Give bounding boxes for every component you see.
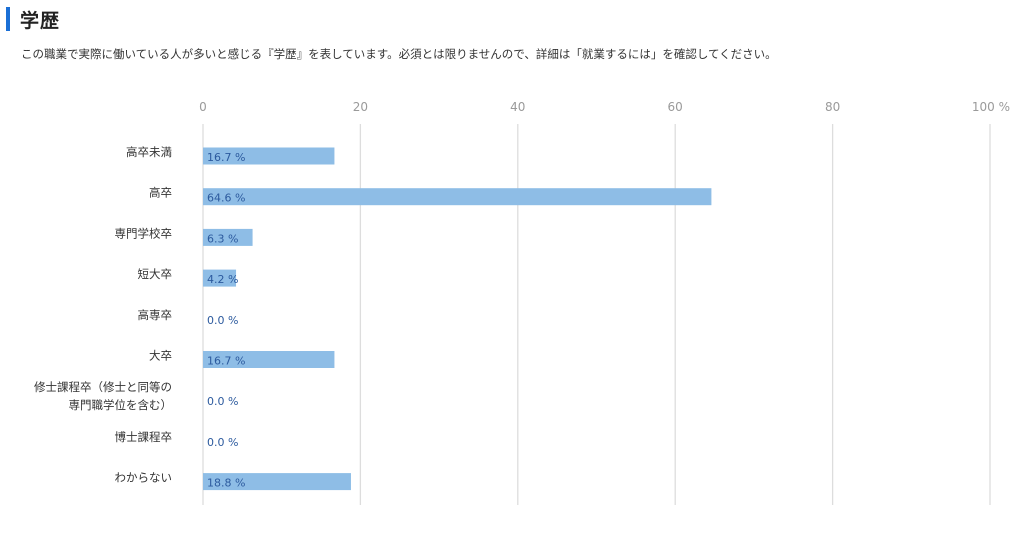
- data-label: 64.6 %: [207, 192, 245, 205]
- bar: [203, 351, 335, 368]
- category-label: 高卒: [149, 186, 172, 200]
- section-header: 学歴: [6, 6, 60, 32]
- data-label: 6.3 %: [207, 232, 238, 245]
- bar: [203, 269, 237, 287]
- data-label: 0.0 %: [207, 314, 238, 327]
- x-axis-ticks: 0 20 40 60 80 100 %: [199, 100, 1010, 114]
- data-label: 18.8 %: [207, 477, 245, 490]
- data-label: 16.7 %: [207, 151, 245, 164]
- bar: [203, 188, 712, 206]
- education-bar-chart: 0 20 40 60 80 100 % 高卒未満高卒専門学校卒短大卒高専卒大卒修士課程卒（…: [34, 100, 1010, 505]
- data-label: 0.0 %: [207, 395, 238, 408]
- category-label: 高専卒: [138, 308, 173, 322]
- section-title: 学歴: [20, 9, 61, 32]
- category-label: 高卒未満: [126, 145, 172, 159]
- category-label: 修士課程卒（修士と同等の: [34, 380, 172, 394]
- category-label: 専門職学位を含む）: [69, 398, 173, 412]
- x-tick-label: 60: [668, 100, 683, 114]
- bar: [203, 473, 351, 491]
- data-label: 0.0 %: [207, 436, 238, 449]
- chart-bars: [203, 147, 712, 491]
- x-tick-label: 80: [825, 100, 840, 114]
- category-label: 大卒: [149, 349, 172, 363]
- x-tick-label: 20: [353, 100, 368, 114]
- category-label: 専門学校卒: [115, 226, 173, 240]
- data-labels: 16.7 % 64.6 % 6.3 % 4.2 % 0.0 % 16.7 % 0.0 % 0.…: [207, 151, 245, 490]
- data-label: 4.2 %: [207, 273, 238, 286]
- bar: [203, 228, 253, 246]
- category-label: わからない: [115, 471, 173, 485]
- x-tick-label: 100 %: [972, 100, 1010, 114]
- bar: [203, 147, 335, 165]
- category-label: 博士課程卒: [115, 430, 173, 444]
- section-description: この職業で実際に働いている人が多いと感じる『学歴』を表しています。必須とは限りま…: [21, 47, 777, 61]
- category-label: 短大卒: [138, 267, 173, 281]
- category-labels: 高卒未満高卒専門学校卒短大卒高専卒大卒修士課程卒（修士と同等の専門職学位を含む）…: [34, 145, 172, 485]
- x-tick-label: 40: [510, 100, 525, 114]
- section-accent-bar: [6, 7, 10, 31]
- data-label: 16.7 %: [207, 355, 245, 368]
- x-tick-label: 0: [199, 100, 207, 114]
- chart-grid: [202, 124, 991, 505]
